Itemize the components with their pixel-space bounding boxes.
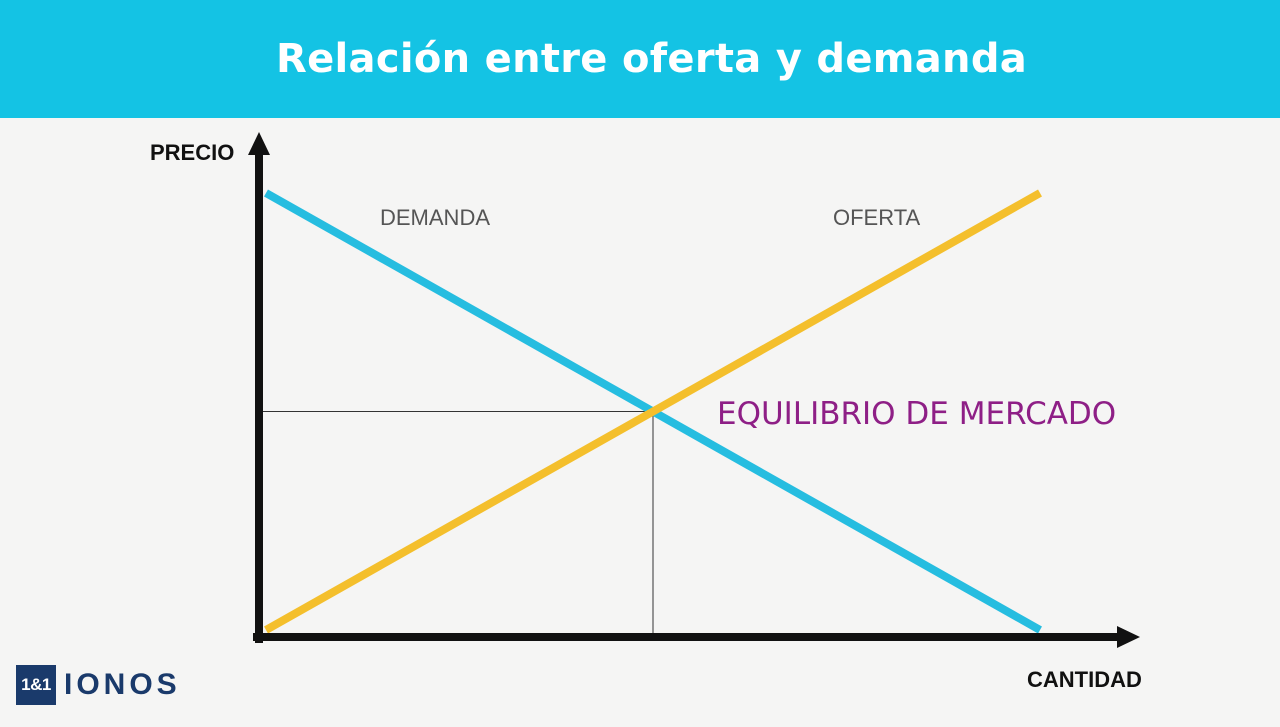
y-axis-arrow xyxy=(248,132,270,155)
ionos-logo: 1&1 IONOS xyxy=(16,665,181,705)
header-banner xyxy=(0,0,1280,118)
y-axis-label: PRECIO xyxy=(150,140,234,165)
x-axis-arrow xyxy=(1117,626,1140,648)
logo-wordmark: IONOS xyxy=(64,668,181,701)
supply-line xyxy=(264,189,1042,634)
supply-label: OFERTA xyxy=(833,205,921,230)
x-axis-label: CANTIDAD xyxy=(1027,667,1142,692)
page-title: Relación entre oferta y demanda xyxy=(276,36,1028,82)
demand-label: DEMANDA xyxy=(380,205,490,230)
logo-mark: 1&1 xyxy=(16,665,56,705)
equilibrium-label: EQUILIBRIO DE MERCADO xyxy=(717,396,1116,432)
